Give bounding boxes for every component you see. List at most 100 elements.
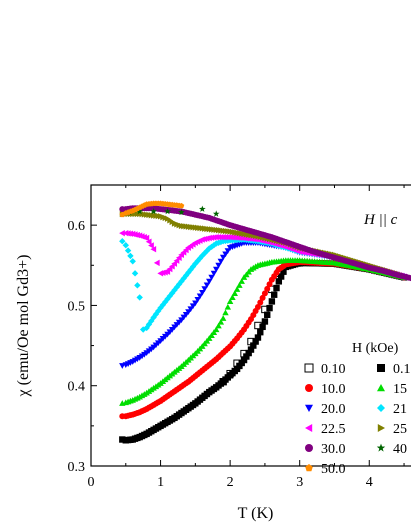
data-point	[175, 254, 182, 261]
data-point	[217, 318, 225, 325]
data-point	[266, 281, 273, 288]
data-point	[122, 242, 129, 249]
data-point	[168, 289, 176, 297]
data-point	[129, 258, 136, 265]
data-point	[229, 294, 236, 300]
legend-label: 20.0	[321, 402, 346, 417]
data-point	[178, 208, 185, 216]
data-point	[261, 318, 269, 325]
data-point	[213, 266, 220, 273]
data-point	[245, 349, 252, 357]
data-point	[206, 335, 213, 341]
data-point	[236, 282, 243, 288]
data-point	[250, 342, 257, 349]
data-point	[408, 275, 411, 282]
data-point	[233, 286, 241, 292]
x-tick-label: 2	[227, 475, 234, 490]
legend: H (kOe) 0.10 0.1 10.0 15 20.0 21 22.5 25 30.0 40 50…	[304, 341, 411, 477]
legend-marker	[305, 424, 313, 432]
legend-marker	[377, 364, 385, 372]
legend-item: 15	[377, 382, 407, 397]
y-axis-title: χ (emu/Oe mol Gd3+)	[15, 255, 32, 398]
data-point	[203, 282, 211, 289]
legend-item: 20.0	[305, 402, 346, 417]
data-point	[131, 270, 139, 277]
x-tick-label: 0	[88, 475, 95, 490]
data-point	[264, 311, 271, 318]
data-point	[247, 346, 255, 353]
data-point	[210, 329, 218, 336]
legend-title: H (kOe)	[352, 341, 399, 356]
y-tick-label: 0.4	[68, 380, 86, 395]
data-point	[192, 300, 199, 307]
data-point	[119, 238, 126, 245]
series-10	[119, 200, 185, 218]
legend-label: 22.5	[321, 422, 346, 437]
legend-label: 25	[393, 422, 407, 437]
data-point	[119, 229, 125, 237]
legend-item: 30.0	[305, 442, 346, 457]
data-point	[280, 268, 287, 275]
legend-label: 50.0	[321, 462, 346, 477]
data-point	[222, 309, 229, 316]
data-point	[199, 290, 206, 296]
y-tick-label: 0.6	[68, 219, 86, 234]
legend-label: 15	[393, 382, 407, 397]
data-point	[257, 328, 264, 336]
data-point	[143, 234, 150, 242]
x-tick-label: 4	[366, 475, 373, 490]
legend-item: 25	[377, 422, 407, 437]
data-point	[157, 304, 164, 312]
y-tick-label: 0.5	[68, 299, 86, 314]
legend-marker	[305, 404, 313, 412]
data-point	[199, 205, 206, 212]
legend-label: 30.0	[321, 442, 346, 457]
legend-marker	[377, 384, 385, 392]
field-annotation: H || c	[363, 212, 398, 228]
data-point	[124, 247, 132, 254]
data-point	[219, 315, 227, 321]
data-point	[277, 273, 285, 280]
legend-label: 21	[393, 402, 407, 417]
series-8	[119, 205, 411, 282]
data-point	[270, 291, 278, 298]
data-point	[238, 278, 245, 284]
data-point	[222, 251, 229, 258]
data-point	[217, 258, 225, 265]
legend-marker	[305, 464, 313, 472]
data-point	[201, 286, 208, 293]
data-point	[210, 270, 218, 277]
legend-item: 0.10	[304, 362, 346, 377]
data-point	[178, 278, 185, 285]
data-point	[145, 238, 152, 245]
legend-item: 21	[377, 402, 407, 417]
legend-label: 40	[393, 442, 407, 457]
data-point	[254, 334, 262, 341]
data-point	[215, 262, 222, 269]
x-axis-title: T (K)	[238, 505, 274, 522]
data-point	[266, 304, 273, 312]
data-point	[259, 294, 266, 301]
data-point	[231, 290, 238, 296]
data-point	[243, 353, 250, 360]
legend-item: 22.5	[305, 422, 346, 437]
data-point	[150, 208, 157, 215]
legend-item: 0.1	[377, 362, 411, 377]
data-point	[171, 260, 178, 267]
data-point	[275, 278, 283, 285]
data-point	[224, 248, 232, 255]
y-tick-label: 0.3	[68, 460, 86, 475]
data-point	[264, 285, 271, 292]
data-point	[196, 293, 204, 300]
data-point	[273, 284, 280, 292]
plot-area	[119, 200, 411, 444]
x-tick-label: 3	[296, 475, 303, 490]
legend-item: 40	[376, 442, 407, 457]
legend-marker	[377, 404, 385, 412]
data-point	[208, 274, 215, 281]
axes: 0 1 2 3 4 0.3 0.4 0.5 0.6 T (K) χ (emu/Oe mol Gd3+…	[15, 184, 411, 522]
data-point	[261, 290, 268, 297]
series-0	[219, 259, 304, 386]
data-point	[136, 208, 143, 215]
data-point	[164, 208, 171, 215]
